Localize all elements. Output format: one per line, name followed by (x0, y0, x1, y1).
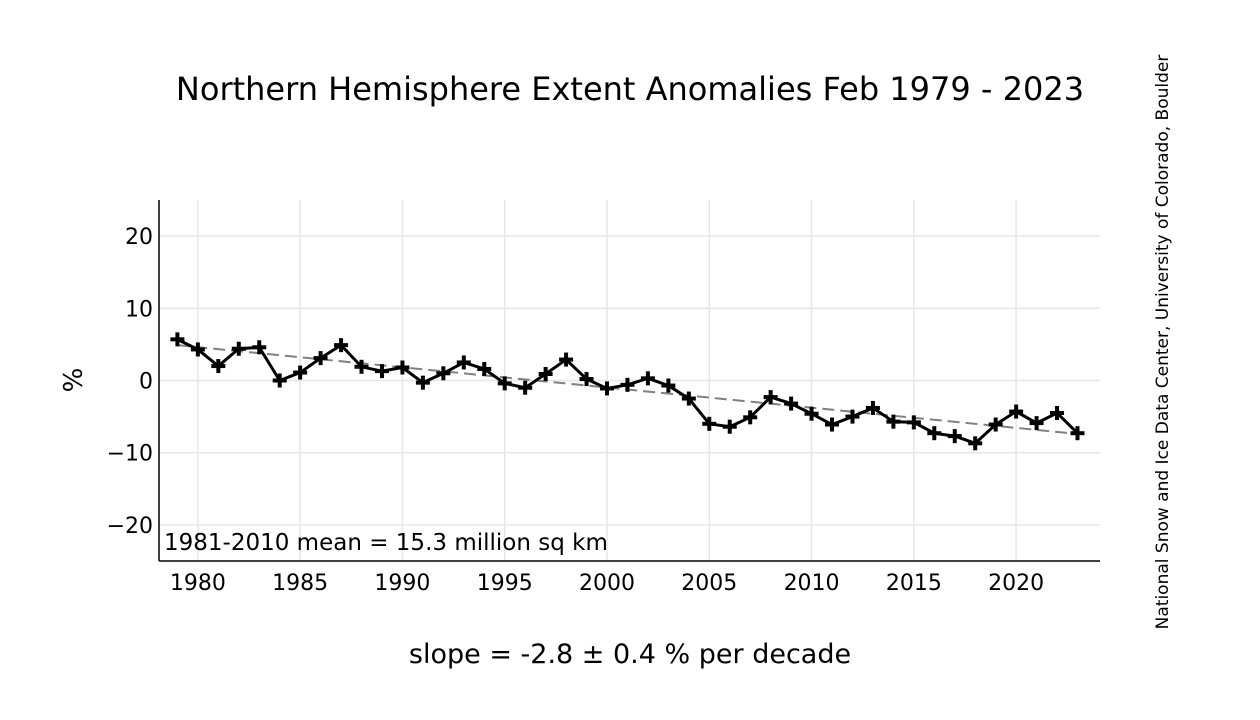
data-point (927, 426, 942, 441)
data-point (559, 352, 574, 367)
slope-label: slope = -2.8 ± 0.4 % per decade (409, 639, 851, 670)
data-point (722, 419, 737, 434)
data-point (702, 416, 717, 431)
data-point (334, 338, 349, 353)
data-point (211, 359, 226, 374)
x-tick-label: 2000 (579, 571, 635, 596)
x-tick-label: 2015 (886, 571, 942, 596)
data-point (886, 414, 901, 429)
chart-title: Northern Hemisphere Extent Anomalies Feb… (176, 70, 1084, 108)
data-point (825, 417, 840, 432)
data-point (599, 381, 614, 396)
data-point (988, 417, 1003, 432)
data-point (456, 355, 471, 370)
y-tick-label: 20 (125, 225, 153, 250)
data-point (231, 341, 246, 356)
data-point (538, 367, 553, 382)
data-point (374, 364, 389, 379)
y-ticks: 20 10 0 −10 −20 (107, 225, 153, 539)
data-point (661, 378, 676, 393)
y-tick-label: −10 (107, 442, 153, 467)
data-point (518, 380, 533, 395)
y-tick-label: −20 (107, 514, 153, 539)
data-point (1009, 404, 1024, 419)
data-point (906, 415, 921, 430)
data-point (1029, 416, 1044, 431)
data-point (640, 371, 655, 386)
x-tick-label: 2010 (784, 571, 840, 596)
data-point (1050, 405, 1065, 420)
data-point (947, 429, 962, 444)
data-point (477, 361, 492, 376)
data-point (865, 400, 880, 415)
x-tick-label: 2005 (681, 571, 737, 596)
data-point (968, 436, 983, 451)
data-point (1070, 426, 1085, 441)
data-point (313, 351, 328, 366)
x-tick-label: 1985 (272, 571, 328, 596)
y-tick-label: 10 (125, 297, 153, 322)
data-point (293, 365, 308, 380)
data-point (415, 375, 430, 390)
y-axis-label: % (59, 368, 89, 393)
x-tick-label: 1980 (170, 571, 226, 596)
data-point (845, 409, 860, 424)
data-point (354, 359, 369, 374)
series-layer (170, 332, 1085, 451)
x-tick-label: 2020 (988, 571, 1044, 596)
data-point (579, 372, 594, 387)
x-ticks: 1980 1985 1990 1995 2000 2005 2010 2015 2020 (170, 571, 1044, 596)
data-point (436, 366, 451, 381)
data-point (272, 373, 287, 388)
grid (159, 200, 1100, 561)
data-point (743, 410, 758, 425)
data-point (804, 406, 819, 421)
data-point (497, 376, 512, 391)
x-tick-label: 1990 (374, 571, 430, 596)
data-point (395, 360, 410, 375)
data-point (620, 377, 635, 392)
credit-label: National Snow and Ice Data Center, Unive… (1153, 55, 1173, 630)
data-point (190, 342, 205, 357)
data-point (681, 391, 696, 406)
y-tick-label: 0 (139, 370, 153, 395)
x-tick-label: 1995 (477, 571, 533, 596)
data-point (170, 332, 185, 347)
data-point (784, 396, 799, 411)
mean-annotation: 1981-2010 mean = 15.3 million sq km (164, 530, 608, 556)
data-point (252, 340, 267, 355)
data-point (763, 390, 778, 405)
